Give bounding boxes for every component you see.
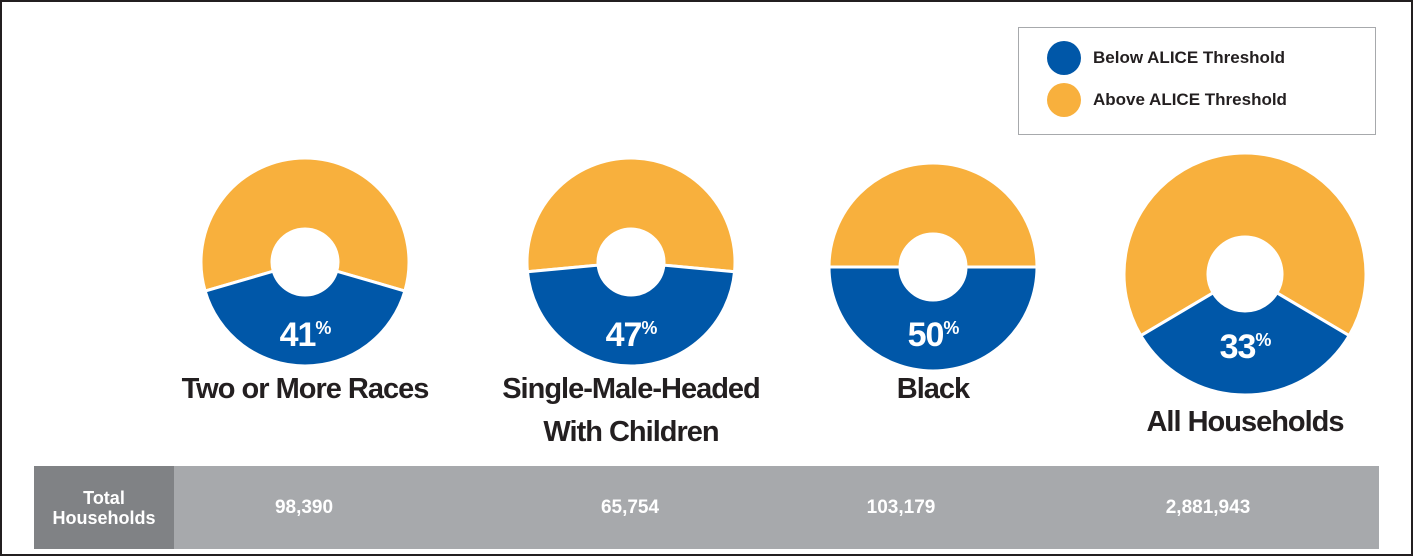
percent-label-single-male-headed-with-children: 47% — [606, 316, 658, 354]
total-value-two-or-more-races: 98,390 — [274, 496, 334, 518]
slice-below-single-male-headed-with-children — [525, 263, 737, 368]
header-line-households: Households — [52, 507, 156, 528]
slice-above-all-households — [1122, 151, 1368, 338]
percent-label-all-households: 33% — [1220, 328, 1272, 366]
total-households-row: Total Households 98,390 65,754 103,179 2… — [34, 466, 1379, 549]
legend-swatch-below — [1047, 41, 1081, 75]
legend-swatch-above — [1047, 83, 1081, 117]
total-households-header: Total Households — [34, 466, 174, 549]
category-label-single-male-headed-with-children-line1: Single-Male-Headed — [502, 373, 760, 405]
category-label-all-households: All Households — [1146, 406, 1343, 438]
slice-above-black — [827, 161, 1039, 269]
legend: Below ALICE Threshold Above ALICE Thresh… — [1018, 27, 1376, 135]
header-line-total: Total — [83, 487, 125, 508]
category-label-two-or-more-races: Two or More Races — [182, 373, 429, 405]
total-value-black: 103,179 — [866, 496, 936, 518]
total-value-all-households: 2,881,943 — [1165, 496, 1251, 518]
donut-black: 50% Black — [827, 161, 1039, 405]
percent-label-black: 50% — [908, 316, 960, 354]
donut-all-households: 33% All Households — [1122, 151, 1368, 438]
legend-label-below: Below ALICE Threshold — [1093, 48, 1286, 67]
legend-label-above: Above ALICE Threshold — [1093, 90, 1287, 109]
category-label-single-male-headed-with-children-line2: With Children — [543, 416, 718, 448]
slice-below-all-households — [1138, 290, 1352, 397]
legend-item-below: Below ALICE Threshold — [1047, 40, 1285, 76]
total-value-single-male-headed: 65,754 — [600, 496, 660, 518]
slice-above-single-male-headed-with-children — [525, 156, 737, 274]
slice-below-black — [827, 265, 1039, 373]
slice-below-two-or-more-races — [203, 269, 407, 368]
donut-single-male-headed-with-children: 47% Single-Male-Headed With Children — [502, 156, 761, 448]
category-label-black: Black — [897, 373, 971, 405]
percent-label-two-or-more-races: 41% — [280, 316, 332, 354]
slice-above-two-or-more-races — [199, 156, 411, 293]
legend-item-above: Above ALICE Threshold — [1047, 82, 1287, 118]
donut-two-or-more-races: 41% Two or More Races — [182, 156, 429, 405]
